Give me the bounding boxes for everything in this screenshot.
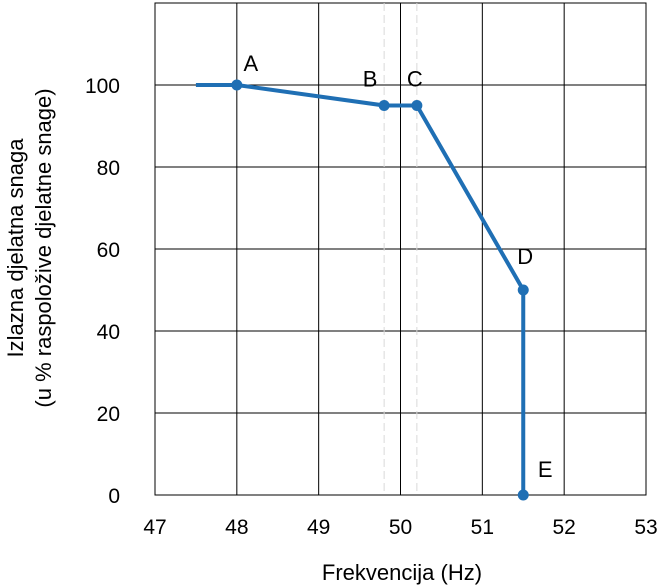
series-line <box>195 83 526 495</box>
point-label-c: C <box>407 67 423 92</box>
x-tick-label: 52 <box>552 516 575 539</box>
grid <box>154 2 647 496</box>
data-point-e <box>517 489 529 501</box>
y-tick-labels: 0 20 40 60 80 100 <box>85 75 120 508</box>
y-axis-title-line2: (u % raspoložive djelatne snage) <box>31 88 56 407</box>
point-label-d: D <box>517 244 533 269</box>
x-tick-label: 49 <box>307 516 330 539</box>
y-tick-label: 0 <box>108 485 120 508</box>
y-tick-label: 40 <box>97 321 120 344</box>
reference-lines <box>383 3 418 495</box>
y-axis-title-line1: Izlazna djelatna snaga <box>3 138 28 358</box>
x-axis-title: Frekvencija (Hz) <box>322 560 482 585</box>
x-tick-label: 51 <box>471 516 494 539</box>
data-point-b <box>378 100 390 111</box>
data-point-d <box>517 284 529 296</box>
x-tick-label: 50 <box>389 516 412 539</box>
y-tick-label: 80 <box>97 157 120 180</box>
y-tick-label: 20 <box>97 403 120 426</box>
point-label-e: E <box>538 457 553 482</box>
x-tick-labels: 47 48 49 50 51 52 53 <box>143 516 657 539</box>
data-point-a <box>231 79 243 91</box>
x-tick-label: 48 <box>225 516 248 539</box>
point-label-b: B <box>363 67 378 92</box>
point-labels: A B C D E <box>243 51 552 482</box>
series <box>195 79 529 501</box>
x-tick-label: 47 <box>143 516 166 539</box>
y-tick-label: 60 <box>97 239 120 262</box>
point-label-a: A <box>243 51 258 76</box>
x-tick-label: 53 <box>634 516 657 539</box>
y-tick-label: 100 <box>85 75 120 98</box>
data-point-c <box>411 100 423 111</box>
